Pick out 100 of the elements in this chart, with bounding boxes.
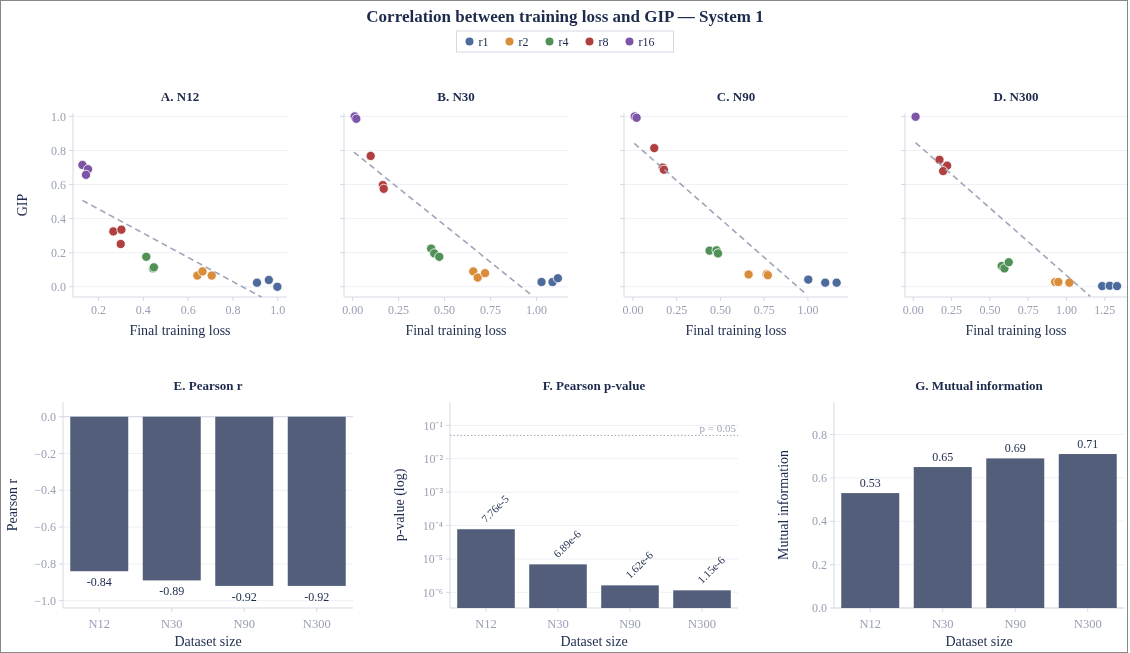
y-tick-label: 10⁻⁶ bbox=[422, 585, 443, 600]
x-tick-label: 1.0 bbox=[270, 303, 286, 317]
x-tick-label: 0.2 bbox=[91, 303, 107, 317]
x-tick-label: 1.25 bbox=[1094, 303, 1116, 317]
y-tick-label: −0.4 bbox=[34, 483, 56, 498]
y-tick-label: 1.0 bbox=[51, 109, 66, 124]
y-tick-label: −0.2 bbox=[34, 446, 56, 461]
x-tick-label: N300 bbox=[1073, 617, 1102, 631]
chart-title: F. Pearson p-value bbox=[542, 378, 646, 393]
legend-label: r2 bbox=[518, 34, 529, 49]
x-axis-title: Dataset size bbox=[945, 634, 1013, 649]
y-axis-title: Pearson r bbox=[5, 478, 20, 532]
y-tick-label: 0.0 bbox=[51, 279, 66, 294]
y-tick-label: 0.2 bbox=[51, 245, 66, 260]
y-axis-title: GIP bbox=[15, 193, 30, 217]
x-tick-label: 1.00 bbox=[526, 303, 548, 317]
point bbox=[272, 281, 283, 292]
x-axis-title: Dataset size bbox=[174, 634, 242, 649]
point bbox=[536, 277, 547, 288]
point bbox=[934, 154, 945, 165]
data-label: -0.92 bbox=[231, 589, 257, 604]
legend-label: r16 bbox=[638, 34, 655, 49]
x-tick-label: N300 bbox=[302, 617, 331, 631]
x-axis-title: Final training loss bbox=[685, 323, 787, 338]
x-axis-title: Dataset size bbox=[560, 634, 628, 649]
x-tick-label: 0.75 bbox=[753, 303, 775, 317]
data-label: -0.89 bbox=[159, 584, 185, 599]
x-tick-label: 0.8 bbox=[225, 303, 241, 317]
y-tick-label: −0.6 bbox=[34, 520, 56, 535]
point bbox=[649, 143, 660, 154]
point bbox=[938, 166, 949, 177]
y-tick-label: 0.0 bbox=[812, 601, 827, 616]
y-axis-title: Mutual information bbox=[776, 449, 791, 561]
x-tick-label: 0.4 bbox=[135, 303, 151, 317]
legend-label: r4 bbox=[558, 34, 569, 49]
y-tick-label: −0.8 bbox=[34, 557, 56, 572]
point bbox=[831, 277, 842, 288]
x-tick-label: 0.00 bbox=[902, 303, 924, 317]
x-tick-label: N12 bbox=[88, 617, 111, 631]
x-tick-label: N90 bbox=[233, 617, 256, 631]
y-tick-label: 0.4 bbox=[51, 211, 66, 226]
x-tick-label: N12 bbox=[859, 617, 882, 631]
x-tick-label: 0.50 bbox=[979, 303, 1001, 317]
point bbox=[1064, 277, 1075, 288]
y-tick-label: 0.8 bbox=[51, 143, 66, 158]
point bbox=[468, 266, 479, 277]
x-tick-label: 1.00 bbox=[1055, 303, 1077, 317]
chart-title: G. Mutual information bbox=[915, 378, 1044, 393]
y-tick-label: 10⁻⁴ bbox=[422, 518, 443, 533]
x-tick-label: N30 bbox=[160, 617, 183, 631]
point bbox=[803, 274, 814, 285]
data-label: 0.69 bbox=[1004, 441, 1026, 456]
point bbox=[141, 251, 152, 262]
chart-title: A. N12 bbox=[160, 89, 200, 104]
x-axis-title: Final training loss bbox=[129, 323, 231, 338]
x-tick-label: N90 bbox=[1004, 617, 1027, 631]
point bbox=[197, 266, 208, 277]
chart-title: C. N90 bbox=[716, 89, 756, 104]
x-tick-label: 0.75 bbox=[1017, 303, 1039, 317]
y-tick-label: −1.0 bbox=[34, 593, 56, 608]
point bbox=[116, 224, 127, 235]
x-axis-title: Final training loss bbox=[965, 323, 1067, 338]
bar bbox=[1058, 454, 1117, 608]
legend-label: r8 bbox=[598, 34, 609, 49]
data-label: 0.65 bbox=[932, 450, 954, 465]
point bbox=[552, 273, 563, 284]
data-label: 0.71 bbox=[1077, 437, 1099, 452]
x-tick-label: 0.25 bbox=[388, 303, 410, 317]
x-tick-label: N300 bbox=[688, 617, 716, 631]
point bbox=[1003, 257, 1014, 268]
y-tick-label: 0.0 bbox=[41, 409, 56, 424]
point bbox=[480, 268, 491, 279]
point bbox=[472, 272, 483, 283]
y-tick-label: 10⁻¹ bbox=[423, 418, 444, 433]
chart-title: D. N300 bbox=[993, 89, 1039, 104]
bar bbox=[841, 493, 900, 608]
legend-label: r1 bbox=[478, 34, 489, 49]
point bbox=[365, 150, 376, 161]
y-axis-title: p-value (log) bbox=[392, 468, 408, 542]
ref-line-label: p = 0.05 bbox=[699, 422, 737, 435]
y-tick-label: 0.6 bbox=[51, 177, 66, 192]
point bbox=[115, 239, 126, 250]
point bbox=[251, 277, 262, 288]
y-tick-label: 0.4 bbox=[812, 514, 827, 529]
x-tick-label: N90 bbox=[619, 617, 641, 631]
bar bbox=[913, 467, 972, 608]
point bbox=[434, 251, 445, 262]
chart-title: B. N30 bbox=[437, 89, 475, 104]
data-label: 0.53 bbox=[859, 476, 881, 491]
y-tick-label: 10⁻³ bbox=[423, 485, 444, 500]
y-tick-label: 0.2 bbox=[812, 557, 827, 572]
point bbox=[81, 169, 91, 180]
point bbox=[206, 270, 217, 281]
point bbox=[743, 269, 754, 280]
point bbox=[263, 274, 274, 285]
x-tick-label: 0.00 bbox=[622, 303, 644, 317]
x-tick-label: 0.6 bbox=[180, 303, 196, 317]
y-tick-label: 10⁻⁵ bbox=[422, 552, 443, 567]
x-tick-label: N30 bbox=[931, 617, 954, 631]
y-tick-label: 0.8 bbox=[812, 427, 827, 442]
